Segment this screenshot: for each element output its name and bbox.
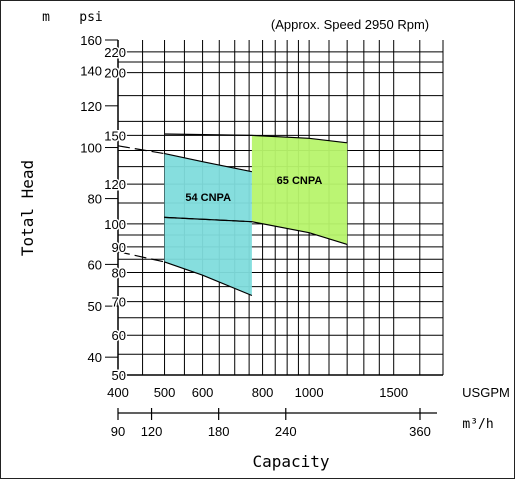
- series-curves: [117, 133, 348, 297]
- series-label-1: 54 CNPA: [185, 192, 231, 204]
- m-tick-label: 100: [80, 141, 102, 156]
- psi-tick-label: 50: [112, 368, 126, 383]
- psi-tick-label: 200: [104, 66, 126, 81]
- psi-unit-label: psi: [79, 10, 102, 25]
- usgpm-tick-label: 1000: [295, 385, 324, 400]
- usgpm-tick-label: 1500: [379, 385, 408, 400]
- m3h-unit-label: m³/h: [462, 417, 493, 432]
- m-tick-label: 140: [80, 64, 102, 79]
- psi-tick-label: 100: [104, 217, 126, 232]
- m3h-tick-label: 360: [409, 424, 431, 439]
- chart-labels: 54 CNPA 65 CNPA m psi (Approx. Speed 2950 Rp…: [18, 10, 429, 471]
- series-bottom-curve-1: [164, 261, 253, 297]
- m-tick-label: 160: [80, 33, 102, 48]
- psi-tick-label: 60: [112, 328, 126, 343]
- psi-tick-label: 120: [104, 177, 126, 192]
- usgpm-unit-label: USGPM: [462, 385, 510, 400]
- m3h-tick-label: 120: [141, 424, 163, 439]
- m-tick-label: 60: [88, 257, 102, 272]
- psi-tick-label: 70: [112, 295, 126, 310]
- usgpm-tick-label: 500: [154, 385, 176, 400]
- speed-annotation: (Approx. Speed 2950 Rpm): [271, 17, 429, 32]
- series-areas: [164, 135, 348, 296]
- m3h-tick-label: 180: [208, 424, 230, 439]
- psi-tick-label: 150: [104, 128, 126, 143]
- psi-tick-label: 90: [112, 240, 126, 255]
- series-lower-extension-psi-2: [164, 216, 252, 223]
- psi-tick-label: 80: [112, 266, 126, 281]
- series-top-curve-1: [164, 153, 253, 173]
- m-tick-label: 40: [88, 350, 102, 365]
- chart-axes: 4050608010012014016050607080901001201502…: [80, 33, 510, 439]
- y-axis-title: Total Head: [18, 160, 37, 256]
- series-bottom-curve-2: [251, 221, 348, 245]
- series-area-1: [164, 153, 252, 296]
- series-label-2: 65 CNPA: [277, 175, 323, 187]
- m-tick-label: 120: [80, 99, 102, 114]
- series-lower-extension-psi-1: [117, 251, 165, 263]
- m-tick-label: 80: [88, 192, 102, 207]
- series-area-2: [251, 135, 348, 245]
- m-tick-label: 50: [88, 299, 102, 314]
- x-axis-title: Capacity: [252, 452, 329, 471]
- usgpm-tick-label: 600: [192, 385, 214, 400]
- m3h-tick-label: 90: [111, 424, 125, 439]
- m3h-tick-label: 240: [275, 424, 297, 439]
- usgpm-tick-label: 400: [107, 385, 129, 400]
- usgpm-tick-label: 800: [252, 385, 274, 400]
- psi-tick-label: 220: [104, 45, 126, 60]
- series-top-curve-2: [164, 133, 348, 144]
- series-upper-extension-psi-1: [117, 145, 165, 155]
- m-unit-label: m: [42, 10, 50, 25]
